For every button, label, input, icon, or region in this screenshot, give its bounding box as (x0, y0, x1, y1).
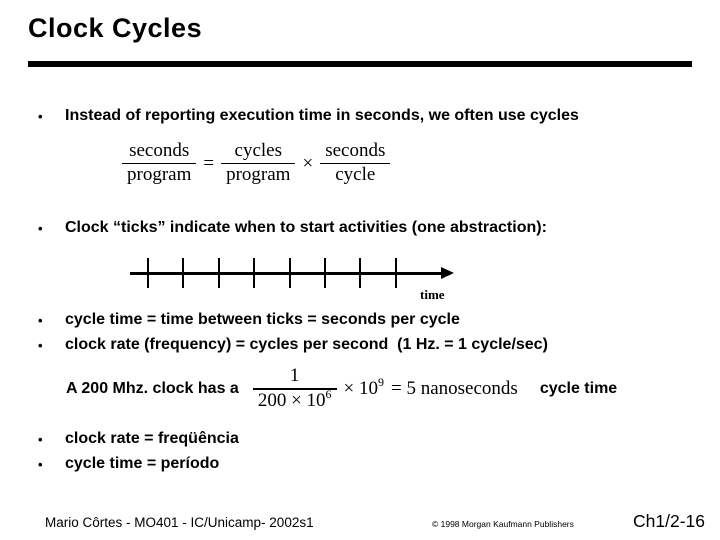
timeline-axis-line (130, 272, 442, 275)
fraction-denominator: 200 × 106 (253, 386, 337, 413)
fraction-cycles-per-program: cycles program (221, 140, 296, 187)
bullet-marker: • (38, 221, 43, 236)
bullet-text: clock rate (frequency) = cycles per seco… (65, 336, 548, 353)
timeline-tick (147, 258, 149, 288)
fraction-denominator: program (127, 164, 192, 186)
bullet-item-4: • clock rate (frequency) = cycles per se… (38, 336, 548, 354)
footer-slide-number: Ch1/2-16 (633, 511, 705, 531)
timeline-arrowhead-icon (441, 266, 454, 279)
fraction-denominator: program (226, 164, 291, 186)
timeline-tick (324, 258, 326, 288)
bullet-item-5: • clock rate = freqüência (38, 430, 239, 448)
clock-example-formula: 1 200 × 106 × 109 = 5 nanoseconds (252, 365, 518, 413)
bullet-text: clock rate = freqüência (65, 430, 239, 447)
bullet-marker: • (38, 338, 43, 353)
bullet-item-1: • Instead of reporting execution time in… (38, 107, 579, 125)
multiply-sign: × (302, 152, 314, 174)
clock-example-line: A 200 Mhz. clock has a 1 200 × 106 × 109… (66, 362, 617, 416)
equals-sign: = (203, 152, 215, 174)
clock-example-suffix: cycle time (539, 380, 618, 397)
clock-tick-timeline (130, 258, 465, 288)
bullet-item-2: • Clock “ticks” indicate when to start a… (38, 219, 547, 237)
timeline-tick (253, 258, 256, 288)
fraction-numerator: seconds (129, 140, 190, 161)
bullet-item-6: • cycle time = período (38, 455, 219, 473)
fraction-numerator: cycles (234, 140, 283, 161)
bullet-marker: • (38, 313, 43, 328)
clock-example-prefix: A 200 Mhz. clock has a (66, 380, 239, 397)
denominator-base: 200 × 10 (257, 389, 326, 411)
times-exponent: 9 (378, 375, 384, 389)
fraction-numerator: seconds (325, 140, 386, 161)
fraction-one-over-200MHz: 1 200 × 106 (252, 365, 337, 413)
denominator-exponent: 6 (325, 386, 332, 401)
bullet-text: cycle time = período (65, 455, 220, 472)
timeline-tick (394, 258, 397, 288)
fraction-bar (122, 162, 197, 165)
fraction-bar (320, 162, 391, 165)
bullet-text: cycle time = time between ticks = second… (65, 311, 460, 328)
timeline-tick (217, 258, 220, 288)
fraction-numerator: 1 (289, 365, 300, 387)
bullet-marker: • (38, 109, 43, 124)
timeline-axis-label: time (420, 287, 445, 302)
footer-copyright: © 1998 Morgan Kaufmann Publishers (432, 519, 574, 529)
page-title: Clock Cycles (28, 13, 203, 43)
footer-author-course: Mario Côrtes - MO401 - IC/Unicamp- 2002s… (45, 515, 314, 530)
bullet-text: Instead of reporting execution time in s… (65, 107, 579, 124)
fraction-bar (221, 162, 296, 165)
bullet-item-3: • cycle time = time between ticks = seco… (38, 311, 460, 329)
formula-result: = 5 nanoseconds (391, 378, 518, 399)
fraction-bar (252, 388, 337, 390)
bullet-marker: • (38, 432, 43, 447)
performance-equation: seconds program = cycles program × secon… (122, 140, 391, 187)
bullet-marker: • (38, 457, 43, 472)
fraction-denominator: cycle (335, 164, 376, 186)
title-divider (28, 61, 692, 67)
fraction-seconds-per-cycle: seconds cycle (320, 140, 391, 187)
timeline-tick (359, 258, 362, 288)
timeline-tick (288, 258, 291, 288)
timeline-tick (182, 258, 185, 288)
times-ten-power: × 109 (337, 375, 391, 400)
fraction-seconds-per-program: seconds program (122, 140, 197, 187)
bullet-text: Clock “ticks” indicate when to start act… (65, 219, 547, 236)
times-base: × 10 (343, 378, 378, 399)
